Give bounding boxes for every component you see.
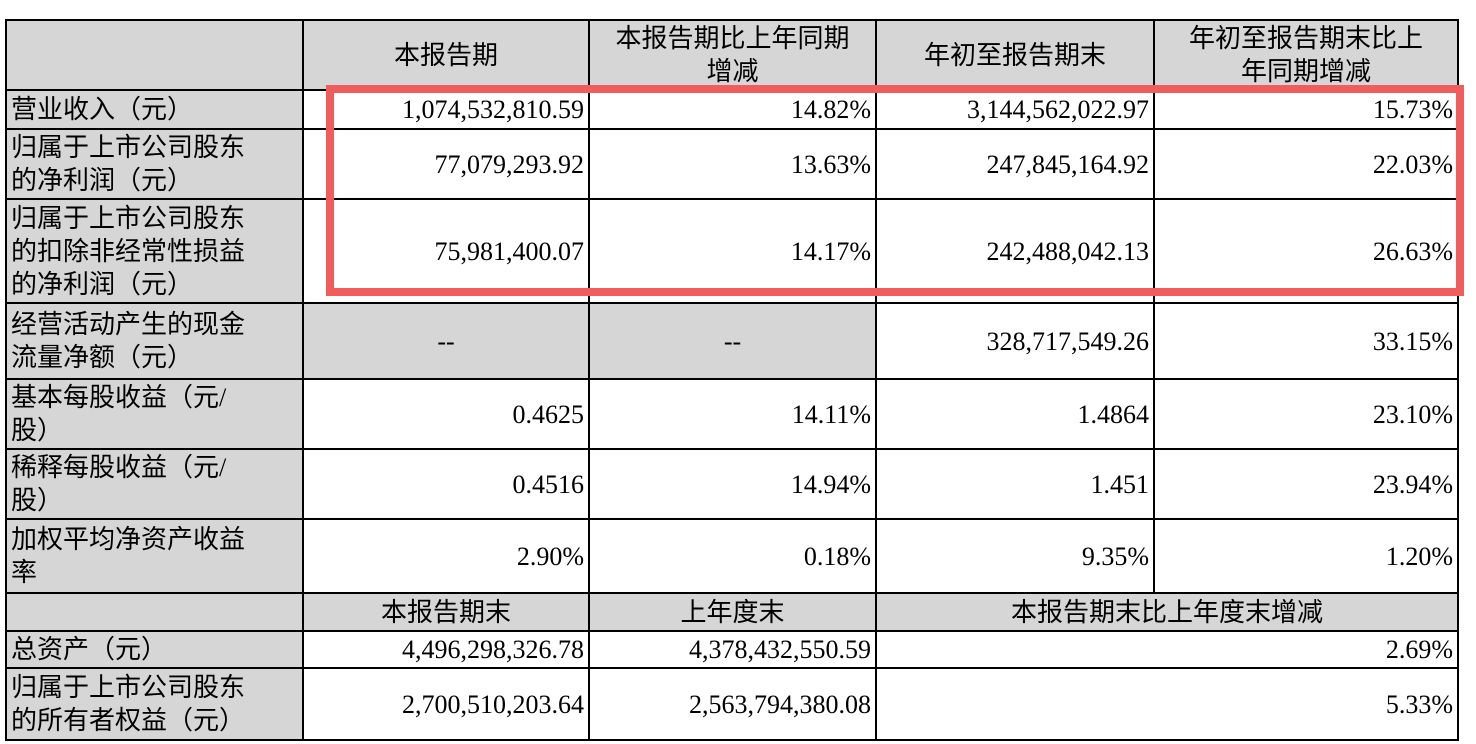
cell-value: 5.33%: [875, 667, 1459, 741]
header-cell-end-of-last-year: 上年度末: [588, 592, 877, 632]
table-row-net-profit-excl-nonrecurring: 归属于上市公司股东 的扣除非经常性损益 的净利润（元） 75,981,400.0…: [5, 198, 1459, 304]
row-label: 基本每股收益（元/ 股）: [5, 378, 304, 450]
cell-value: 75,981,400.07: [302, 198, 590, 304]
cell-value: 328,717,549.26: [875, 302, 1155, 380]
header-cell-period-vs-last-year: 本报告期末比上年度末增减: [875, 592, 1459, 632]
table-row-basic-eps: 基本每股收益（元/ 股） 0.4625 14.11% 1.4864 23.10%: [5, 378, 1459, 450]
cell-value: 3,144,562,022.97: [875, 89, 1155, 130]
cell-value: 1.4864: [875, 378, 1155, 450]
cell-value: 4,378,432,550.59: [588, 630, 877, 669]
table-row-net-profit: 归属于上市公司股东 的净利润（元） 77,079,293.92 13.63% 2…: [5, 128, 1459, 200]
header-cell-current-period-yoy: 本报告期比上年同期 增减: [588, 19, 877, 91]
cell-value: 247,845,164.92: [875, 128, 1155, 200]
cell-value: 13.63%: [588, 128, 877, 200]
row-label: 营业收入（元）: [5, 89, 304, 130]
header-cell-ytd: 年初至报告期末: [875, 19, 1155, 91]
cell-value: 1.451: [875, 448, 1155, 520]
header-cell-blank: [5, 592, 304, 632]
financial-summary-table: 本报告期 本报告期比上年同期 增减 年初至报告期末 年初至报告期末比上 年同期增…: [5, 19, 1459, 741]
cell-value: 23.10%: [1153, 378, 1459, 450]
cell-value: 2.69%: [875, 630, 1459, 669]
table-row-revenue: 营业收入（元） 1,074,532,810.59 14.82% 3,144,56…: [5, 89, 1459, 130]
cell-value: 23.94%: [1153, 448, 1459, 520]
cell-value: 0.18%: [588, 518, 877, 594]
row-label: 经营活动产生的现金 流量净额（元）: [5, 302, 304, 380]
cell-value-na: --: [302, 302, 590, 380]
row-label: 稀释每股收益（元/ 股）: [5, 448, 304, 520]
cell-value: 0.4625: [302, 378, 590, 450]
cell-value-na: --: [588, 302, 877, 380]
table-header-row-1: 本报告期 本报告期比上年同期 增减 年初至报告期末 年初至报告期末比上 年同期增…: [5, 19, 1459, 91]
header-cell-blank: [5, 19, 304, 91]
row-label: 加权平均净资产收益 率: [5, 518, 304, 594]
cell-value: 26.63%: [1153, 198, 1459, 304]
cell-value: 1,074,532,810.59: [302, 89, 590, 130]
row-label: 归属于上市公司股东 的扣除非经常性损益 的净利润（元）: [5, 198, 304, 304]
cell-value: 2.90%: [302, 518, 590, 594]
cell-value: 0.4516: [302, 448, 590, 520]
cell-value: 14.82%: [588, 89, 877, 130]
header-cell-current-period: 本报告期: [302, 19, 590, 91]
cell-value: 4,496,298,326.78: [302, 630, 590, 669]
table-row-total-assets: 总资产（元） 4,496,298,326.78 4,378,432,550.59…: [5, 630, 1459, 669]
row-label: 总资产（元）: [5, 630, 304, 669]
table-header-row-2: 本报告期末 上年度末 本报告期末比上年度末增减: [5, 592, 1459, 632]
cell-value: 14.17%: [588, 198, 877, 304]
row-label: 归属于上市公司股东 的所有者权益（元）: [5, 667, 304, 741]
table-row-weighted-roe: 加权平均净资产收益 率 2.90% 0.18% 9.35% 1.20%: [5, 518, 1459, 594]
cell-value: 9.35%: [875, 518, 1155, 594]
table-row-diluted-eps: 稀释每股收益（元/ 股） 0.4516 14.94% 1.451 23.94%: [5, 448, 1459, 520]
table-row-operating-cash-flow: 经营活动产生的现金 流量净额（元） -- -- 328,717,549.26 3…: [5, 302, 1459, 380]
cell-value: 33.15%: [1153, 302, 1459, 380]
cell-value: 14.11%: [588, 378, 877, 450]
header-cell-ytd-yoy: 年初至报告期末比上 年同期增减: [1153, 19, 1459, 91]
cell-value: 242,488,042.13: [875, 198, 1155, 304]
cell-value: 2,700,510,203.64: [302, 667, 590, 741]
cell-value: 2,563,794,380.08: [588, 667, 877, 741]
cell-value: 77,079,293.92: [302, 128, 590, 200]
cell-value: 14.94%: [588, 448, 877, 520]
cell-value: 15.73%: [1153, 89, 1459, 130]
row-label: 归属于上市公司股东 的净利润（元）: [5, 128, 304, 200]
cell-value: 22.03%: [1153, 128, 1459, 200]
table-row-shareholders-equity: 归属于上市公司股东 的所有者权益（元） 2,700,510,203.64 2,5…: [5, 667, 1459, 741]
cell-value: 1.20%: [1153, 518, 1459, 594]
header-cell-end-of-period: 本报告期末: [302, 592, 590, 632]
